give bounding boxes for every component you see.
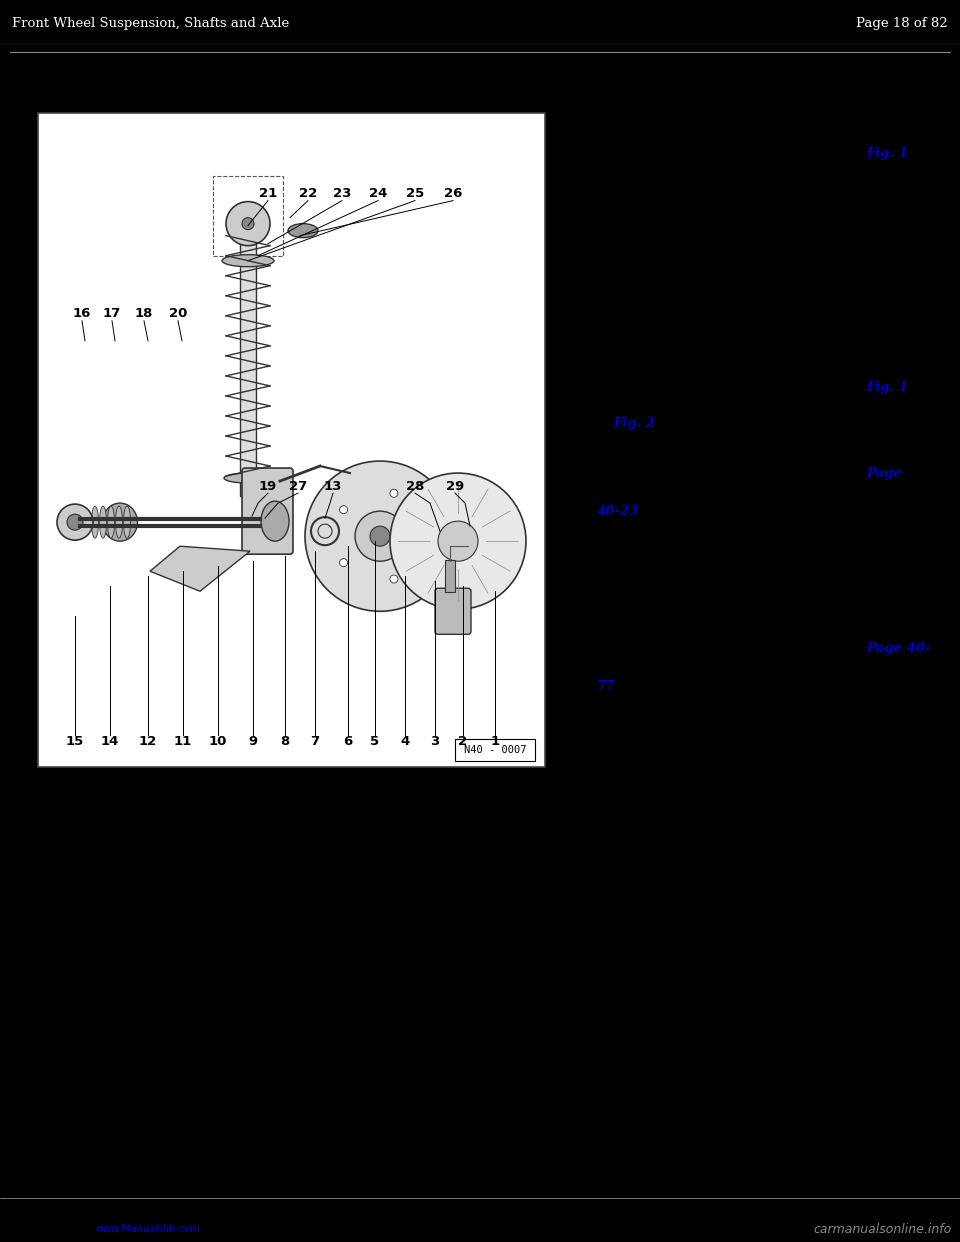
Ellipse shape [115, 505, 123, 538]
Text: Page 18 of 82: Page 18 of 82 [856, 16, 948, 30]
Circle shape [67, 514, 83, 530]
Text: 25: 25 [406, 188, 424, 200]
Text: 5: 5 [371, 735, 379, 748]
Text: 29 - Heat shield: 29 - Heat shield [597, 619, 700, 631]
Circle shape [370, 527, 390, 546]
Text: 11: 11 [174, 735, 192, 748]
FancyBboxPatch shape [445, 560, 455, 592]
Text: 15: 15 [66, 735, 84, 748]
Text: 28 - ABS wheel speed
sensor (if equipped): 28 - ABS wheel speed sensor (if equipped… [597, 542, 736, 569]
Text: Removing and
installing: Removing and installing [597, 479, 689, 507]
Text: 19: 19 [259, 479, 277, 493]
Text: 23: 23 [333, 188, 351, 200]
Text: 14: 14 [101, 735, 119, 748]
Ellipse shape [222, 255, 274, 267]
Polygon shape [150, 546, 250, 591]
Text: 27: 27 [289, 479, 307, 493]
Text: 10: 10 [209, 735, 228, 748]
Text: 21 - Self-locking hex nut, 60 Nm (44 ft lb): 21 - Self-locking hex nut, 60 Nm (44 ft … [597, 128, 866, 140]
FancyBboxPatch shape [240, 236, 256, 496]
Text: 4: 4 [400, 735, 410, 748]
Ellipse shape [91, 505, 99, 538]
Circle shape [242, 217, 254, 230]
Ellipse shape [124, 505, 131, 538]
Text: 22 - Stop: 22 - Stop [597, 216, 656, 229]
Text: ◎: ◎ [575, 619, 588, 633]
Text: Removing and
installing: Removing and installing [597, 655, 689, 682]
Circle shape [305, 461, 455, 611]
Text: 26 - Bump stop with
protective tube: 26 - Bump stop with protective tube [597, 358, 727, 386]
Text: 21: 21 [259, 188, 277, 200]
Text: 7: 7 [310, 735, 320, 748]
Text: Fig. 1: Fig. 1 [866, 381, 908, 395]
Circle shape [390, 473, 526, 610]
FancyBboxPatch shape [242, 468, 293, 554]
Text: 77: 77 [597, 679, 615, 693]
Circle shape [57, 504, 93, 540]
Ellipse shape [108, 505, 114, 538]
Text: 6: 6 [344, 735, 352, 748]
Text: ⇒: ⇒ [850, 381, 866, 395]
FancyBboxPatch shape [38, 113, 545, 766]
Text: 29: 29 [445, 479, 464, 493]
Ellipse shape [224, 473, 272, 483]
Text: 12/7/2004: 12/7/2004 [830, 1205, 884, 1215]
Text: 28: 28 [406, 479, 424, 493]
FancyBboxPatch shape [455, 739, 535, 760]
Text: 24 - Support ring: 24 - Support ring [597, 291, 708, 304]
Circle shape [340, 559, 348, 566]
Ellipse shape [261, 501, 289, 542]
Text: ◎: ◎ [575, 359, 588, 374]
Text: http://ebahn.bentleypublishers.com/vw/servlet/Display?action=Goto&type=repair&id: http://ebahn.bentleypublishers.com/vw/se… [8, 1205, 584, 1215]
Circle shape [390, 489, 397, 497]
Text: ⇒: ⇒ [850, 466, 866, 481]
Text: ◎: ◎ [575, 128, 588, 143]
Circle shape [421, 532, 429, 540]
Text: manuals search engine: manuals search engine [192, 1225, 312, 1235]
Ellipse shape [100, 505, 107, 538]
Text: 17: 17 [103, 307, 121, 320]
Text: 23 - Suspension strut
bearing: 23 - Suspension strut bearing [597, 246, 734, 273]
Text: ⇒: ⇒ [850, 641, 866, 656]
Text: →: → [597, 417, 613, 431]
Circle shape [340, 505, 348, 514]
Text: 22: 22 [299, 188, 317, 200]
Text: ⇒: ⇒ [850, 147, 866, 160]
Text: 13: 13 [324, 479, 342, 493]
Circle shape [438, 522, 478, 561]
FancyBboxPatch shape [435, 589, 471, 635]
Text: 18: 18 [134, 307, 154, 320]
Text: 1: 1 [491, 735, 499, 748]
Circle shape [355, 512, 405, 561]
Text: N40 - 0007: N40 - 0007 [464, 744, 526, 755]
Text: Loosening and
tightening: Loosening and tightening [597, 158, 691, 185]
Text: Page 40-: Page 40- [866, 642, 930, 655]
Text: 3: 3 [430, 735, 440, 748]
Ellipse shape [103, 503, 137, 542]
Text: Page: Page [866, 467, 901, 479]
Text: 26: 26 [444, 188, 462, 200]
Text: 27 - Wheel bearing
housing: 27 - Wheel bearing housing [597, 443, 720, 471]
Text: ◎: ◎ [575, 443, 588, 458]
Text: www.Manualslib.com: www.Manualslib.com [96, 1225, 201, 1235]
Text: 9: 9 [249, 735, 257, 748]
Text: carmanualsonline.info: carmanualsonline.info [814, 1222, 952, 1236]
Text: Downloaded from: Downloaded from [8, 1225, 100, 1235]
Text: Fig. 1: Fig. 1 [866, 147, 908, 160]
Text: 16: 16 [73, 307, 91, 320]
Circle shape [390, 575, 397, 582]
Text: Front Wheel Suspension, Shafts and Axle: Front Wheel Suspension, Shafts and Axle [12, 16, 289, 30]
Text: 2: 2 [459, 735, 468, 748]
Text: Fig. 2: Fig. 2 [613, 417, 655, 431]
Ellipse shape [288, 224, 318, 237]
Text: Check for damage: Check for damage [597, 394, 715, 407]
Text: 40-23: 40-23 [597, 504, 639, 518]
Text: 12: 12 [139, 735, 157, 748]
Text: 24: 24 [369, 188, 387, 200]
Text: 20: 20 [169, 307, 187, 320]
Text: 25 - Upper spring seat: 25 - Upper spring seat [597, 320, 742, 334]
Circle shape [226, 201, 270, 246]
Text: 8: 8 [280, 735, 290, 748]
